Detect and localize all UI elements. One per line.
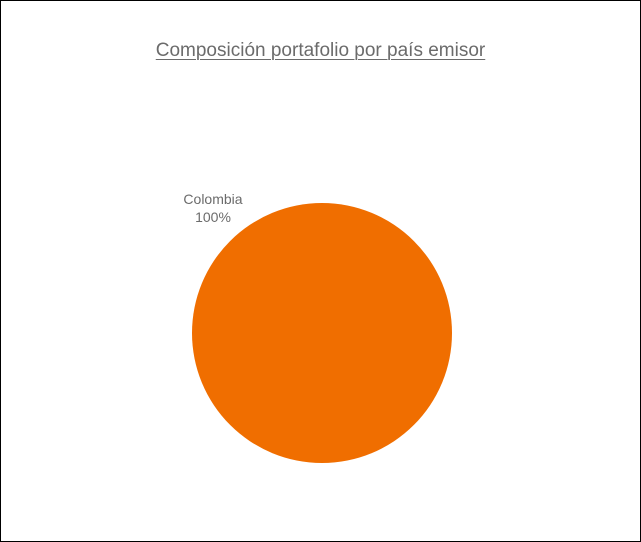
pie-slice-colombia	[192, 203, 452, 463]
slice-label-name: Colombia	[183, 191, 243, 207]
slice-label-percent: 100%	[195, 209, 231, 225]
chart-title: Composición portafolio por país emisor	[155, 40, 486, 61]
slice-label-colombia: Colombia 100%	[168, 190, 258, 226]
